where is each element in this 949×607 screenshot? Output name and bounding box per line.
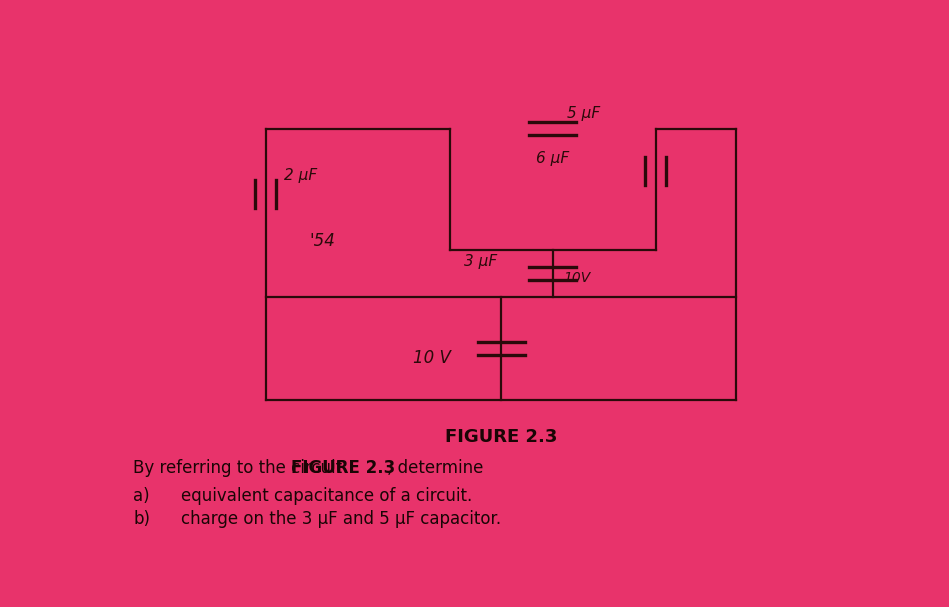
Text: 10V: 10V — [564, 271, 591, 285]
Text: 6 μF: 6 μF — [536, 151, 569, 166]
Text: 5 μF: 5 μF — [568, 106, 601, 121]
Text: , determine: , determine — [387, 459, 483, 476]
Text: a): a) — [133, 487, 150, 505]
Text: 3 μF: 3 μF — [464, 254, 497, 269]
Text: FIGURE 2.3: FIGURE 2.3 — [445, 429, 557, 446]
Text: 2 μF: 2 μF — [284, 168, 317, 183]
Text: 10 V: 10 V — [413, 349, 451, 367]
Text: By referring to the circuit: By referring to the circuit — [133, 459, 347, 476]
Text: FIGURE 2.3: FIGURE 2.3 — [291, 459, 396, 476]
Text: equivalent capacitance of a circuit.: equivalent capacitance of a circuit. — [181, 487, 473, 505]
Text: b): b) — [133, 510, 150, 528]
Text: '54: '54 — [309, 232, 336, 250]
Text: charge on the 3 μF and 5 μF capacitor.: charge on the 3 μF and 5 μF capacitor. — [181, 510, 501, 528]
